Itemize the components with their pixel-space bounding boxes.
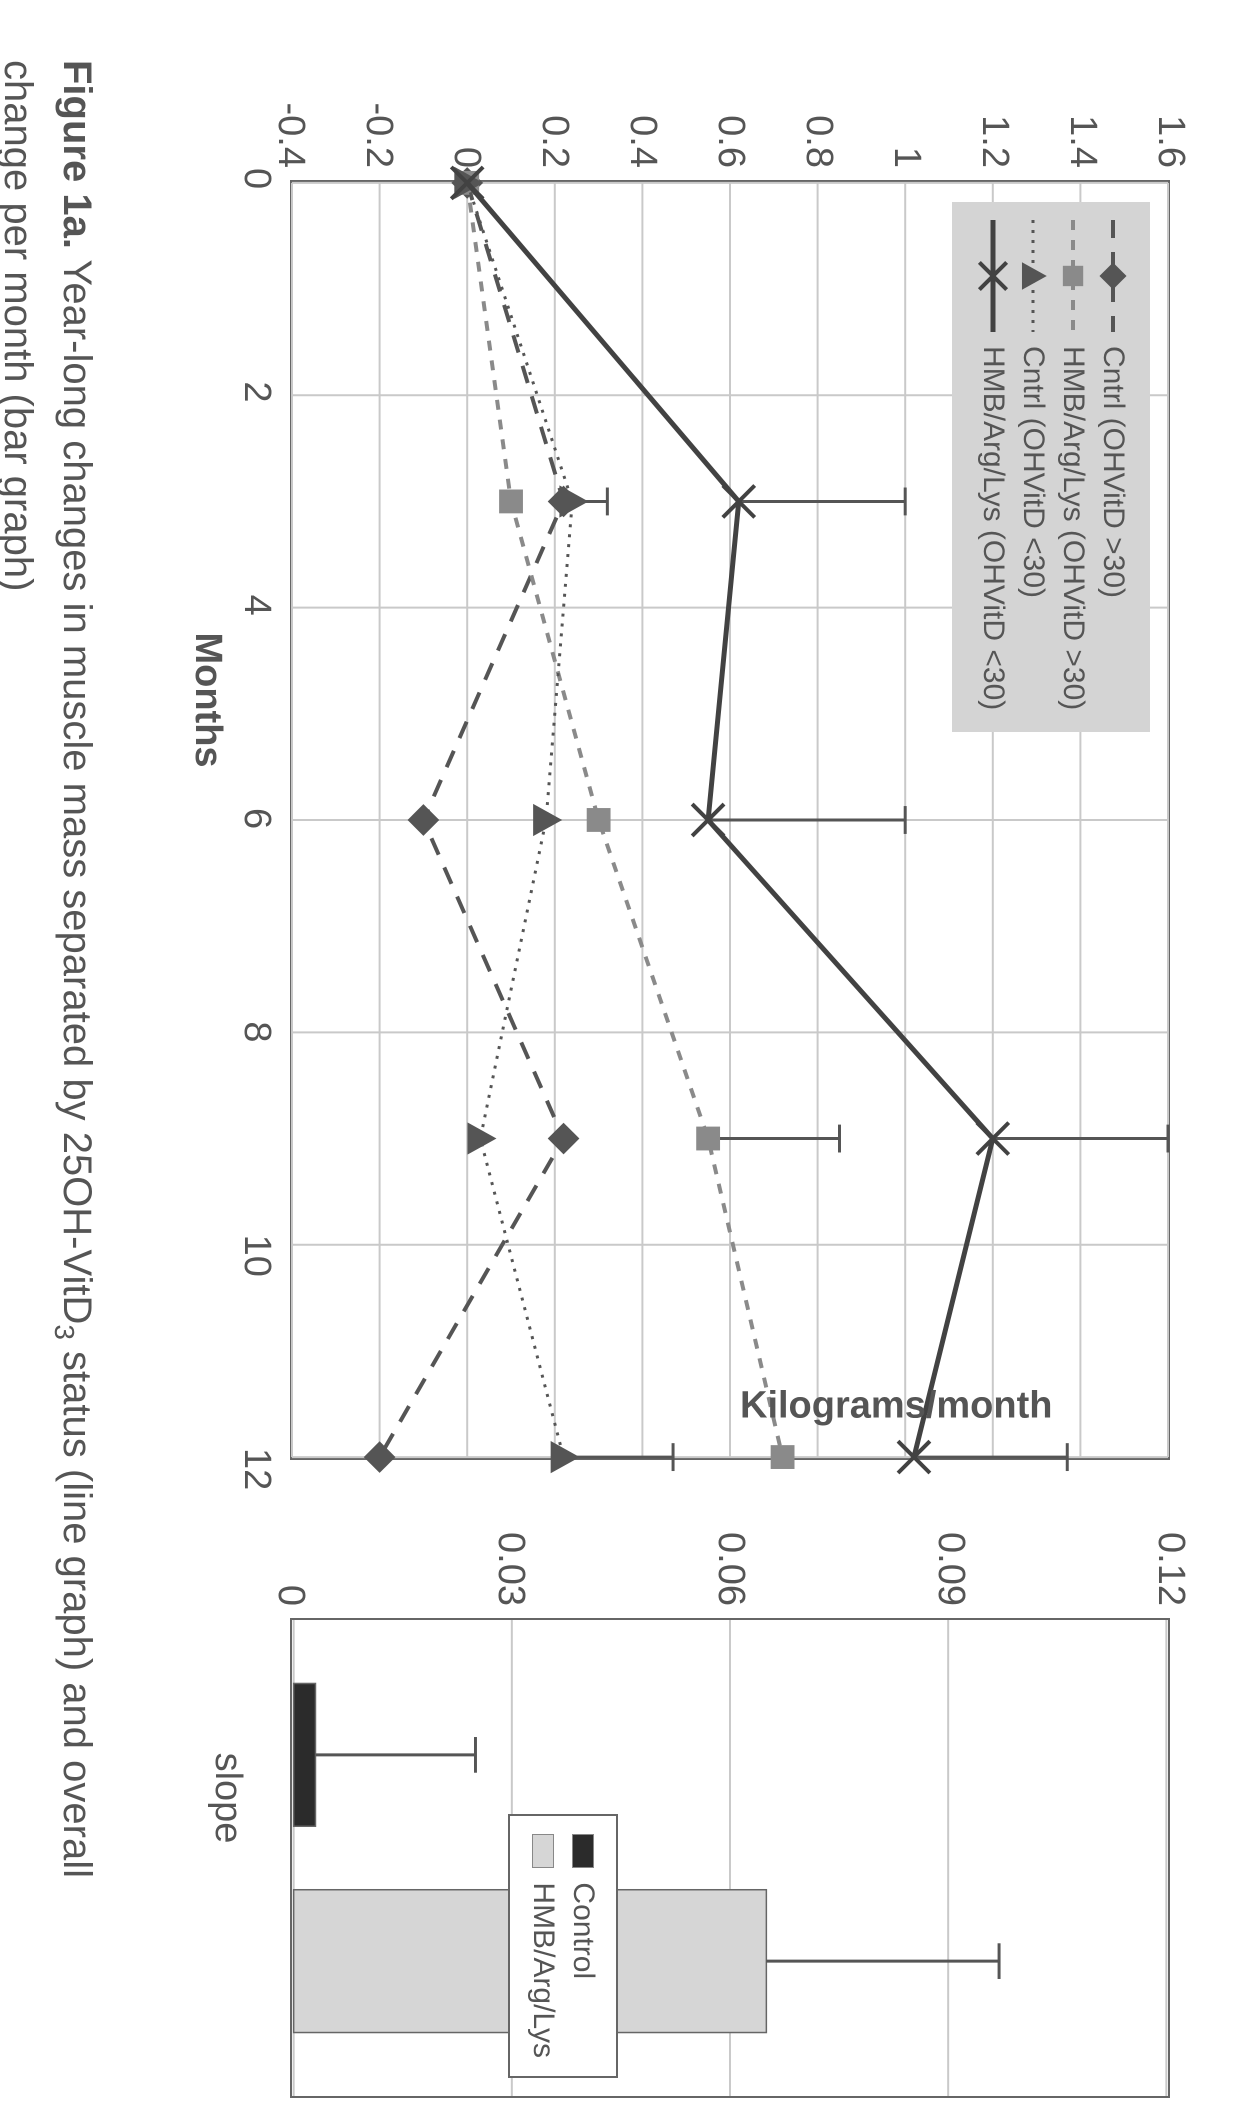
- bar-legend-row: Control: [566, 1834, 600, 2058]
- bar-y-tick: 0.06: [709, 1532, 752, 1606]
- bar-y-tick: 0.12: [1149, 1532, 1192, 1606]
- charts-row: Cntrl (OHVitD >30)HMB/Arg/Lys (OHVitD >3…: [160, 60, 1180, 1928]
- legend-row: HMB/Arg/Lys (OHVitD <30): [976, 216, 1010, 710]
- bar-legend-label: Control: [566, 1882, 600, 1979]
- line-chart: Cntrl (OHVitD >30)HMB/Arg/Lys (OHVitD >3…: [290, 180, 1170, 1460]
- bar-x-category-label: slope: [206, 1753, 249, 1844]
- line-x-tick: 10: [235, 1235, 278, 1277]
- line-y-tick: 0.6: [709, 115, 752, 168]
- caption-prefix: Figure 1a.: [55, 60, 99, 249]
- line-y-tick: 0.8: [797, 115, 840, 168]
- legend-line-sample: [1018, 216, 1048, 336]
- legend-line-sample: [1058, 216, 1088, 336]
- bar-legend-row: HMB/Arg/Lys: [526, 1834, 560, 2058]
- caption-body: Year-long changes in muscle mass separat…: [55, 259, 99, 1324]
- legend-row: Cntrl (OHVitD >30): [1096, 216, 1130, 710]
- bar-chart-panel: ControlHMB/Arg/Lys Kilograms/month slope…: [160, 1498, 1180, 2118]
- line-y-tick: 0.2: [533, 115, 576, 168]
- line-x-tick: 8: [235, 1021, 278, 1042]
- line-y-tick: 1.4: [1061, 115, 1104, 168]
- figure-caption: Figure 1a. Year-long changes in muscle m…: [0, 60, 104, 1928]
- line-x-tick: 12: [235, 1448, 278, 1490]
- bar-legend-label: HMB/Arg/Lys: [526, 1882, 560, 2058]
- bar-chart-svg: [292, 1620, 1168, 2096]
- line-y-tick: 0: [445, 147, 488, 168]
- bar-chart-legend: ControlHMB/Arg/Lys: [508, 1814, 618, 2078]
- line-x-tick: 2: [235, 381, 278, 402]
- line-y-tick: -0.2: [357, 103, 400, 168]
- line-chart-legend: Cntrl (OHVitD >30)HMB/Arg/Lys (OHVitD >3…: [952, 202, 1150, 732]
- line-x-tick: 0: [235, 168, 278, 189]
- line-x-tick: 4: [235, 595, 278, 616]
- legend-row: Cntrl (OHVitD <30): [1016, 216, 1050, 710]
- bar-legend-swatch: [532, 1834, 554, 1868]
- line-y-tick: 1.6: [1149, 115, 1192, 168]
- legend-label: HMB/Arg/Lys (OHVitD >30): [1056, 346, 1090, 710]
- line-y-tick: 0.4: [621, 115, 664, 168]
- line-y-tick: 1.2: [973, 115, 1016, 168]
- legend-label: Cntrl (OHVitD >30): [1096, 346, 1130, 598]
- bar-y-tick: 0: [269, 1585, 312, 1606]
- caption-sub: 3: [49, 1324, 80, 1340]
- bar-chart: ControlHMB/Arg/Lys: [290, 1618, 1170, 2098]
- bar-y-tick: 0.03: [489, 1532, 532, 1606]
- legend-line-sample: [978, 216, 1008, 336]
- line-x-axis-label: Months: [186, 632, 229, 767]
- bar-y-axis-label: Kilograms/month: [740, 1385, 1052, 1428]
- figure-wrapper: Cntrl (OHVitD >30)HMB/Arg/Lys (OHVitD >3…: [0, 0, 1240, 1978]
- bar-y-tick: 0.09: [929, 1532, 972, 1606]
- bar-legend-swatch: [572, 1834, 594, 1868]
- line-y-tick: 1: [885, 147, 928, 168]
- line-chart-panel: Cntrl (OHVitD >30)HMB/Arg/Lys (OHVitD >3…: [160, 60, 1180, 1480]
- legend-label: Cntrl (OHVitD <30): [1016, 346, 1050, 598]
- legend-line-sample: [1098, 216, 1128, 336]
- legend-label: HMB/Arg/Lys (OHVitD <30): [976, 346, 1010, 710]
- line-x-tick: 6: [235, 808, 278, 829]
- legend-row: HMB/Arg/Lys (OHVitD >30): [1056, 216, 1090, 710]
- line-y-tick: -0.4: [269, 103, 312, 168]
